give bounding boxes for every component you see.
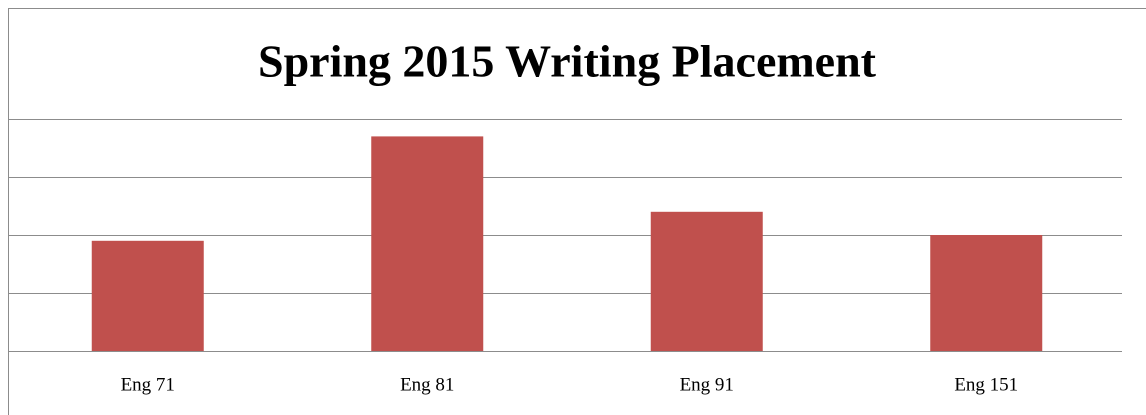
bar [91, 240, 204, 351]
x-tick-label: Eng 151 [954, 374, 1018, 395]
x-tick-label: Eng 81 [400, 374, 454, 395]
bar [371, 136, 484, 351]
x-tick-label: Eng 91 [680, 374, 734, 395]
bar [650, 211, 763, 351]
x-tick-label: Eng 71 [121, 374, 175, 395]
chart-title: Spring 2015 Writing Placement [258, 36, 877, 87]
bar [930, 235, 1043, 351]
